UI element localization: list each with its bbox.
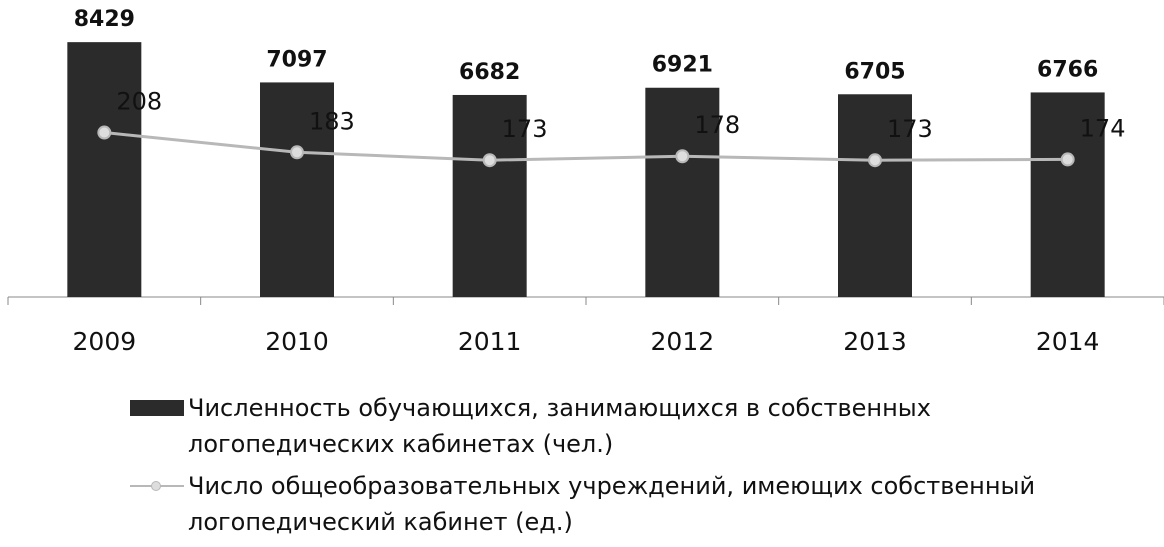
line-label: 178 [694, 111, 740, 139]
bar-label: 8429 [74, 7, 135, 32]
line-marker [675, 149, 690, 164]
bar [1030, 92, 1105, 297]
bar [260, 82, 334, 297]
bar [838, 94, 912, 297]
line-label: 173 [502, 115, 548, 143]
line-marker [868, 153, 882, 168]
x-tick-label: 2009 [73, 327, 137, 356]
x-tick-label: 2012 [651, 327, 715, 356]
bar-label: 6682 [459, 60, 520, 85]
line-marker [290, 145, 304, 160]
bar-label: 6921 [652, 53, 713, 78]
legend: Численность обучающихся, занимающихся в … [130, 390, 1130, 546]
line [104, 131, 1068, 162]
line-label: 173 [887, 115, 933, 143]
bar-label: 6705 [844, 59, 905, 84]
legend-entry: Численность обучающихся, занимающихся в … [130, 390, 1130, 462]
x-tick-label: 2014 [1036, 327, 1100, 356]
legend-label: Численность обучающихся, занимающихся в … [188, 394, 931, 458]
bar [645, 87, 720, 297]
line-label: 183 [309, 107, 355, 135]
line-marker [482, 153, 497, 168]
line-marker [97, 125, 112, 140]
x-tick-label: 2011 [458, 327, 522, 356]
legend-entry: Число общеобразовательных учреждений, им… [130, 468, 1130, 540]
x-tick-label: 2013 [843, 327, 907, 356]
legend-label: Число общеобразовательных учреждений, им… [188, 472, 1036, 536]
bar-label: 7097 [266, 47, 327, 72]
legend-swatch [130, 390, 188, 426]
bar [67, 42, 142, 298]
legend-swatch [130, 468, 188, 504]
line-label: 174 [1080, 114, 1126, 142]
line-label: 208 [116, 88, 162, 116]
x-tick-label: 2010 [265, 327, 329, 356]
chart: 2009 2010 2011 2012 2013 2014 8429 7097 6682 6921… [7, 7, 1164, 356]
line-marker [1060, 152, 1075, 167]
bar-label: 6766 [1037, 57, 1098, 82]
bar [452, 94, 527, 297]
